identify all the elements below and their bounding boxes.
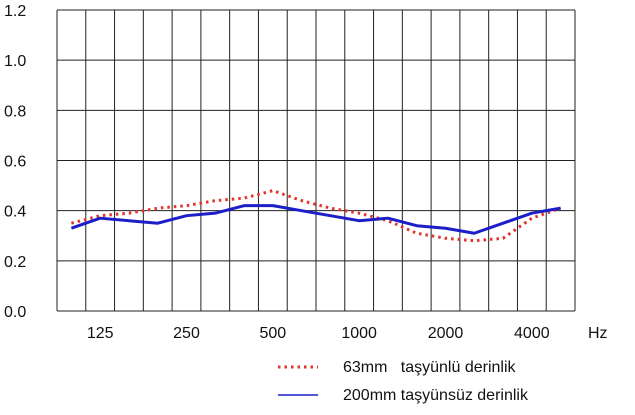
x-tick-label: 4000 bbox=[514, 325, 550, 342]
y-tick-label: 0.2 bbox=[4, 254, 26, 271]
x-tick-label: 1000 bbox=[341, 325, 377, 342]
y-tick-label: 0.6 bbox=[4, 154, 26, 171]
x-tick-label: 2000 bbox=[428, 325, 464, 342]
data-series bbox=[70, 189, 562, 243]
y-tick-label: 0.8 bbox=[4, 103, 26, 120]
legend-label: 63mm taşyünlü derinlik bbox=[343, 359, 517, 376]
y-axis-ticks: 0.0 0.2 0.4 0.6 0.8 1.0 1.2 bbox=[4, 3, 26, 321]
grid-lines bbox=[56, 9, 576, 312]
legend: 63mm taşyünlü derinlik 200mm taşyünsüz de… bbox=[278, 359, 529, 404]
x-tick-label: 500 bbox=[259, 325, 286, 342]
x-tick-label: 250 bbox=[173, 325, 200, 342]
series-line-200mm bbox=[70, 204, 561, 235]
x-axis-ticks: 125 250 500 1000 2000 4000 bbox=[87, 325, 550, 342]
legend-label: 200mm taşyünsüz derinlik bbox=[343, 387, 529, 404]
y-tick-label: 1.2 bbox=[4, 3, 26, 20]
series-line-63mm bbox=[71, 189, 562, 243]
x-tick-label: 125 bbox=[87, 325, 114, 342]
x-axis-unit-label: Hz bbox=[588, 325, 608, 342]
y-tick-label: 1.0 bbox=[4, 53, 26, 70]
y-tick-label: 0.0 bbox=[4, 304, 26, 321]
y-tick-label: 0.4 bbox=[4, 204, 26, 221]
